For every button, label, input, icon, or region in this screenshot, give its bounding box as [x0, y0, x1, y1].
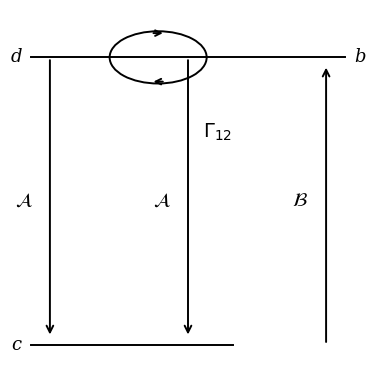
- Text: $\mathcal{A}$: $\mathcal{A}$: [15, 192, 33, 210]
- Text: $\mathcal{B}$: $\mathcal{B}$: [292, 192, 308, 210]
- Text: $\Gamma_{12}$: $\Gamma_{12}$: [203, 121, 232, 143]
- Text: d: d: [11, 49, 22, 67]
- Text: b: b: [354, 49, 365, 67]
- Text: c: c: [11, 336, 21, 354]
- Text: $\mathcal{A}$: $\mathcal{A}$: [153, 192, 171, 210]
